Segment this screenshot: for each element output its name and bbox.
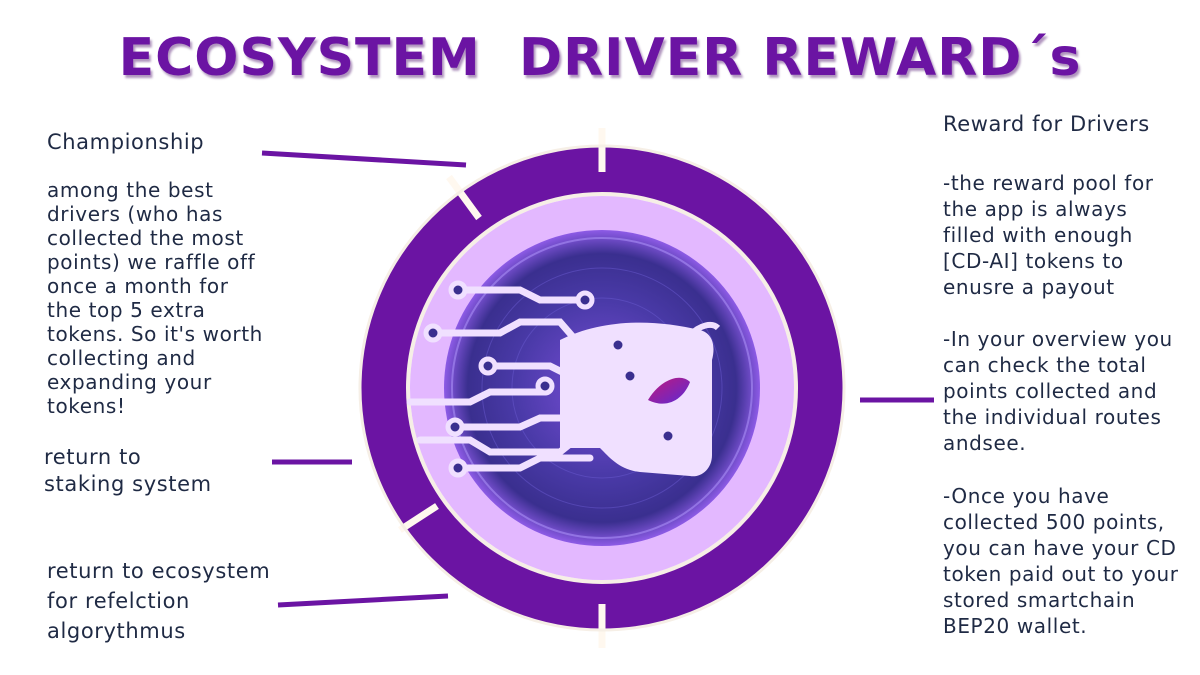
reward-paragraph-1: -the reward pool for the app is always f… [943,171,1154,299]
reward-paragraph-3: -Once you have collected 500 points, you… [943,484,1179,638]
connector-reflection [277,593,449,608]
reflection-label: return to ecosystem for refelction algor… [47,559,271,643]
ai-car-circuit-icon [406,230,760,546]
ring-separators [398,128,606,648]
page-title: ECOSYSTEM DRIVER REWARD´s [118,28,1082,88]
championship-body: among the best drivers (who has collecte… [47,178,263,418]
reward-heading: Reward for Drivers [943,112,1150,136]
staking-label: return to staking system [44,445,212,496]
reward-paragraph-2: -In your overview you can check the tota… [943,327,1173,455]
connector-championship [261,150,467,168]
championship-heading: Championship [47,130,205,154]
